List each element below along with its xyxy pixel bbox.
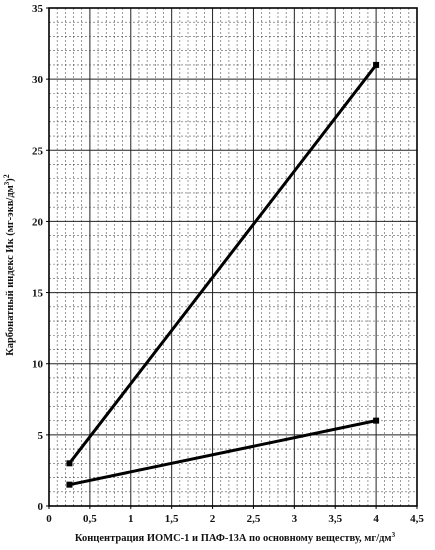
x-tick-labels: 0 0,5 1 1,5 2 2,5 3 3,5 4 4,5 xyxy=(46,506,424,525)
series-1-point xyxy=(373,61,380,68)
x-tick-label: 3,5 xyxy=(328,513,342,525)
x-tick-label: 0,5 xyxy=(83,513,97,525)
y-tick-labels: 0 5 10 15 20 25 30 35 xyxy=(32,3,49,513)
x-tick-label: 2 xyxy=(210,513,216,525)
series-line-1 xyxy=(67,63,378,465)
y-tick-label: 5 xyxy=(38,430,44,442)
series-2-point xyxy=(66,481,73,488)
y-tick-label: 10 xyxy=(32,359,44,371)
plot-frame xyxy=(48,7,418,507)
series-line-2 xyxy=(67,419,378,487)
y-tick-label: 20 xyxy=(32,216,44,228)
y-tick-label: 35 xyxy=(32,3,44,15)
y-tick-label: 0 xyxy=(38,501,44,513)
y-tick-label: 30 xyxy=(32,74,44,86)
x-tick-label: 0 xyxy=(46,513,52,525)
y-tick-label: 15 xyxy=(32,288,44,300)
y-axis-title: Карбонатный индекс Ик (мг-экв/дм3)2 xyxy=(2,174,16,356)
series-1-point xyxy=(66,460,73,467)
x-tick-label: 2,5 xyxy=(247,513,261,525)
x-tick-label: 3 xyxy=(292,513,298,525)
series-2-point xyxy=(373,417,380,424)
series-layer xyxy=(66,61,380,488)
x-axis-title: Концентрация ИОМС-1 и ПАФ-13А по основно… xyxy=(75,531,396,544)
x-tick-label: 4 xyxy=(373,513,379,525)
x-tick-label: 4,5 xyxy=(410,513,424,525)
y-tick-label: 25 xyxy=(32,145,44,157)
x-tick-label: 1 xyxy=(128,513,134,525)
x-tick-label: 1,5 xyxy=(165,513,179,525)
